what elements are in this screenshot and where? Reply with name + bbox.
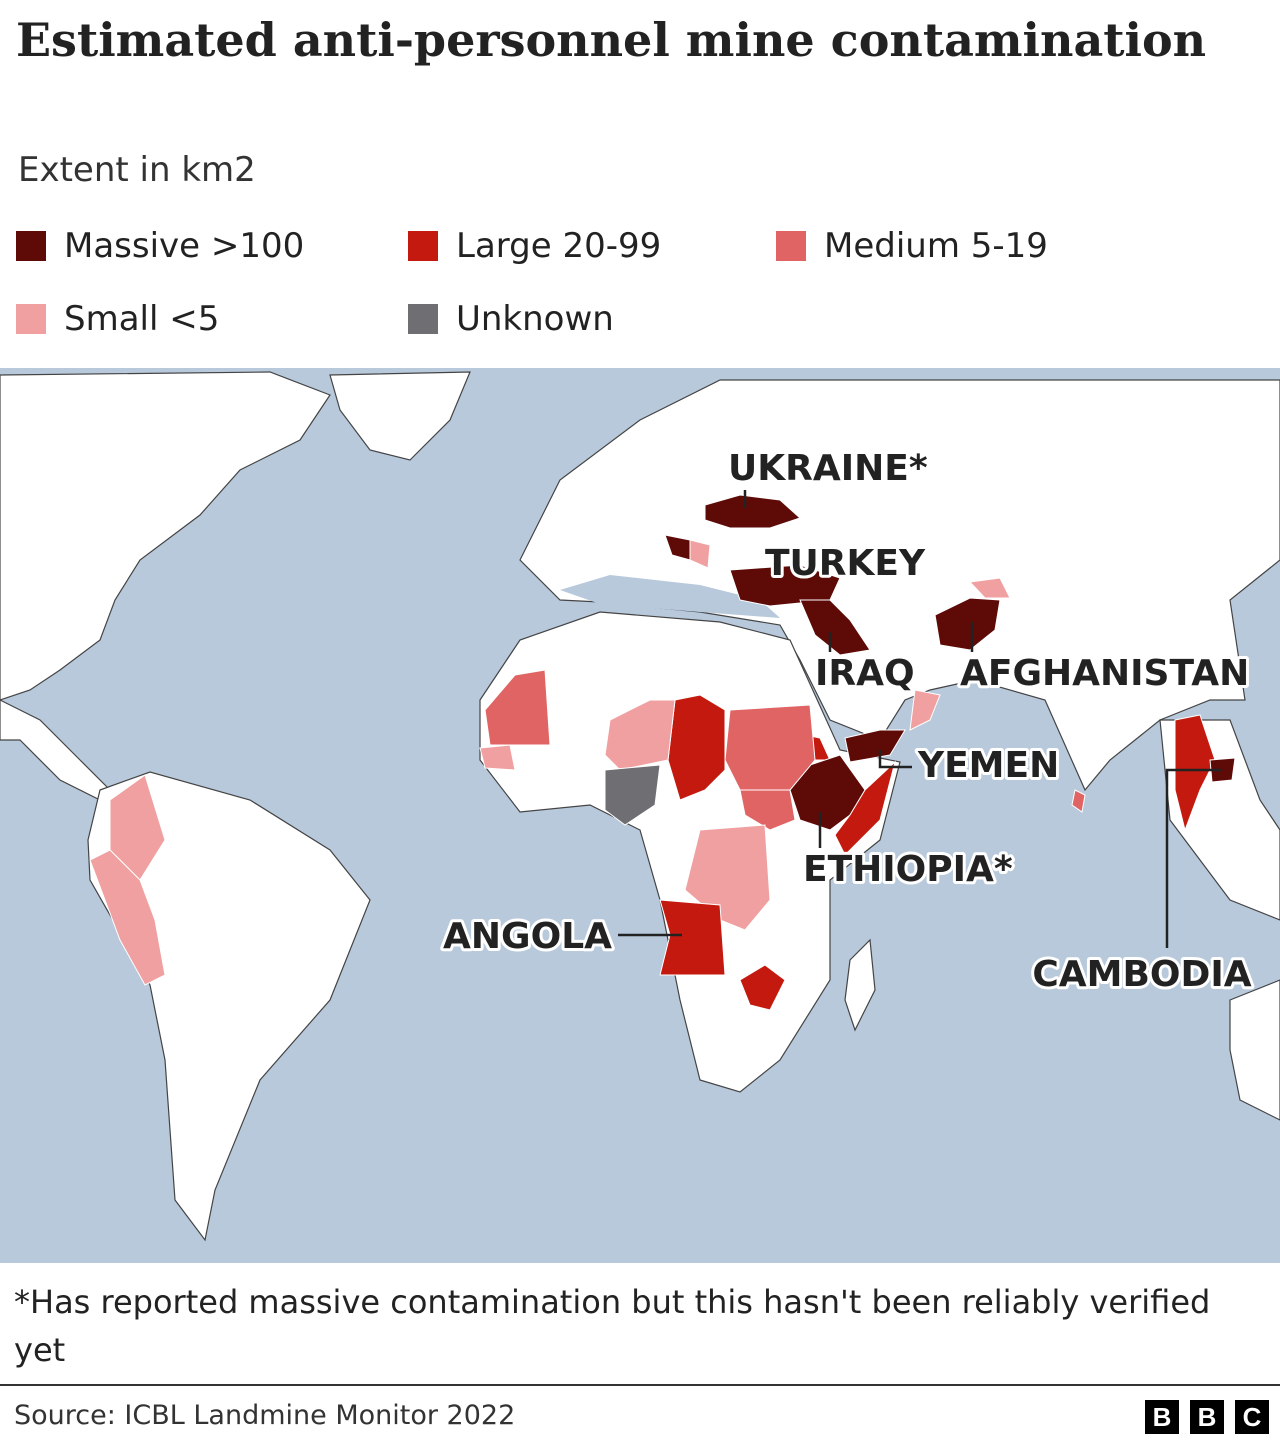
peru xyxy=(89,849,166,986)
legend-item: Small <5 xyxy=(16,299,219,339)
country-label: CAMBODIA xyxy=(1032,954,1251,995)
australia xyxy=(1229,979,1280,1121)
colombia xyxy=(109,774,166,881)
legend-item: Large 20-99 xyxy=(408,226,661,266)
footnote: *Has reported massive contamination but … xyxy=(14,1283,1211,1369)
iraq xyxy=(799,599,871,656)
legend-label: Large 20-99 xyxy=(456,226,662,266)
north-america xyxy=(0,371,331,701)
legend-label: Massive >100 xyxy=(64,226,305,266)
country-label: YEMEN xyxy=(917,745,1059,786)
cambodia xyxy=(1209,757,1236,783)
legend-swatch xyxy=(408,304,438,334)
country-label: UKRAINE* xyxy=(728,448,928,489)
thailand xyxy=(1174,714,1216,832)
leader-line xyxy=(878,750,912,769)
oman xyxy=(909,689,941,731)
nigeria xyxy=(604,764,661,826)
legend-label: Small <5 xyxy=(64,299,220,339)
country-label: ANGOLA xyxy=(443,916,612,957)
greenland xyxy=(329,371,471,461)
ukraine xyxy=(704,494,801,529)
legend-label: Unknown xyxy=(456,299,614,339)
eurasia xyxy=(519,379,1280,792)
source: Source: ICBL Landmine Monitor 2022 xyxy=(14,1400,516,1431)
afghanistan xyxy=(934,597,1001,651)
mediterranean xyxy=(560,575,780,618)
sri-lanka xyxy=(1071,789,1086,813)
map: UKRAINE* TURKEY IRAQ AFGHANISTAN YEMEN ETHIOP… xyxy=(0,368,1280,1263)
senegal xyxy=(479,744,516,771)
country-label: ETHIOPIA* xyxy=(803,849,1013,890)
serbia xyxy=(689,539,711,569)
legend-swatch xyxy=(408,231,438,261)
country-label: IRAQ xyxy=(815,653,915,694)
legend-label: Medium 5-19 xyxy=(824,226,1048,266)
leader-line xyxy=(1165,768,1222,948)
tajikistan xyxy=(968,577,1011,599)
country-label: AFGHANISTAN xyxy=(960,653,1249,694)
country-labels: UKRAINE* TURKEY IRAQ AFGHANISTAN YEMEN ETHIOP… xyxy=(440,445,1255,998)
divider xyxy=(0,1384,1280,1386)
legend-item: Unknown xyxy=(408,299,614,339)
title: Estimated anti-personnel mine contaminat… xyxy=(16,13,1207,67)
legend-swatch xyxy=(16,304,46,334)
yemen xyxy=(844,729,906,763)
chad xyxy=(667,694,726,801)
logo-letter: C xyxy=(1235,1400,1269,1434)
madagascar xyxy=(844,938,876,1032)
south-america xyxy=(87,771,371,1242)
logo-letter: B xyxy=(1190,1400,1224,1434)
somalia xyxy=(834,760,896,856)
country-label: TURKEY xyxy=(765,543,926,584)
mauritania xyxy=(484,669,551,746)
legend-item: Medium 5-19 xyxy=(776,226,1048,266)
subtitle: Extent in km2 xyxy=(18,150,256,190)
zimbabwe xyxy=(739,964,786,1011)
angola xyxy=(659,899,726,976)
legend-item: Massive >100 xyxy=(16,226,304,266)
legend-swatch xyxy=(16,231,46,261)
niger xyxy=(604,699,676,771)
legend-swatch xyxy=(776,231,806,261)
south-sudan xyxy=(739,789,796,831)
logo-letter: B xyxy=(1145,1400,1179,1434)
